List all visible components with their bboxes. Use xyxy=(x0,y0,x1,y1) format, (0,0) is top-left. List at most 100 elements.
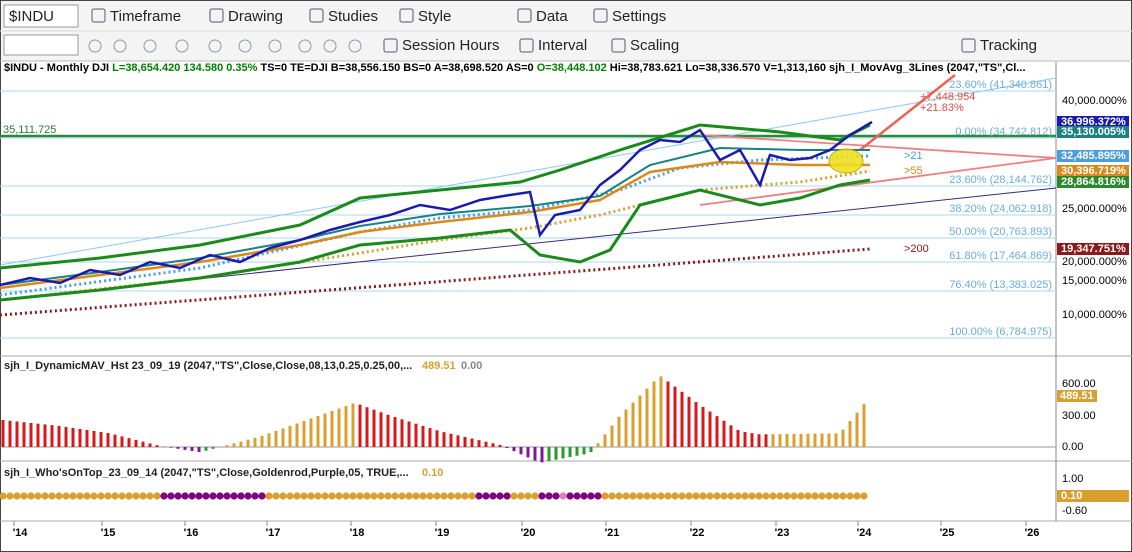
dot xyxy=(307,492,315,500)
hist-bar xyxy=(715,416,719,447)
menu-icon xyxy=(91,8,106,23)
price-badge-label: 19,347.751% xyxy=(1061,243,1126,255)
dot xyxy=(685,492,693,500)
hist-bar xyxy=(764,434,768,447)
dot xyxy=(720,492,728,500)
dot xyxy=(342,492,350,500)
hist-bar xyxy=(596,443,600,447)
panel-value: 0.10 xyxy=(422,467,443,479)
hist-bar xyxy=(92,430,96,447)
tool[interactable]: Scaling xyxy=(630,37,679,54)
hist-bar xyxy=(456,435,460,447)
hist-bar xyxy=(792,433,796,447)
dot xyxy=(216,492,224,500)
menu-icon xyxy=(209,8,224,23)
dot xyxy=(825,492,833,500)
y-tick-label: -0.60 xyxy=(1062,505,1087,517)
dot xyxy=(615,492,623,500)
tool[interactable]: Session Hours xyxy=(402,37,500,54)
gain-pct: +21.83% xyxy=(920,102,964,114)
gain: +7,448.954 xyxy=(920,91,975,103)
dot xyxy=(377,492,385,500)
hist-bar xyxy=(610,425,614,447)
menu[interactable]: Timeframe xyxy=(110,8,181,25)
hist-bar xyxy=(568,447,572,458)
hist-bar xyxy=(106,433,110,447)
dropdown[interactable] xyxy=(3,34,79,56)
hist-bar xyxy=(617,416,621,447)
hist-bar xyxy=(1,420,5,447)
tool[interactable]: Interval xyxy=(538,37,587,54)
hist-bar xyxy=(246,439,250,447)
hist-bar xyxy=(519,447,523,455)
hist-bar xyxy=(484,441,488,447)
hist-bar xyxy=(463,436,467,447)
dot xyxy=(62,492,70,500)
tool-icon xyxy=(611,38,626,53)
symbol-box[interactable] xyxy=(3,4,79,28)
hist-bar xyxy=(505,447,509,449)
hist-bar xyxy=(722,420,726,447)
hist-bar xyxy=(232,443,236,447)
hist-bar xyxy=(855,412,859,447)
hist-bar xyxy=(806,433,810,447)
panel-title: sjh_I_DynamicMAV_Hst 23_09_19 (2047,"TS"… xyxy=(4,360,412,372)
dot xyxy=(48,492,56,500)
dot xyxy=(706,492,714,500)
hist-bar xyxy=(50,425,54,447)
hist-bar xyxy=(778,434,782,447)
menu[interactable]: Settings xyxy=(612,8,666,25)
hist-bar xyxy=(687,396,691,447)
hist-bar xyxy=(673,386,677,447)
x-tick-label: '22 xyxy=(690,527,705,539)
hist-bar xyxy=(680,391,684,447)
dot xyxy=(818,492,826,500)
hist-bar xyxy=(827,433,831,447)
trend-line xyxy=(0,77,1057,266)
price-badge xyxy=(1057,243,1129,255)
price-badge xyxy=(1057,116,1129,128)
tool[interactable]: Tracking xyxy=(980,37,1037,54)
dot xyxy=(55,492,63,500)
hist-bar xyxy=(407,421,411,447)
x-tick-label: '25 xyxy=(940,527,955,539)
dot xyxy=(573,492,581,500)
menu-icon xyxy=(593,8,608,23)
dot xyxy=(125,492,133,500)
x-tick-label: '21 xyxy=(605,527,620,539)
hist-bar xyxy=(708,411,712,447)
y-tick-label: 1.00 xyxy=(1062,473,1083,485)
dot xyxy=(363,492,371,500)
ma-label: >200 xyxy=(904,243,929,255)
hist-bar xyxy=(330,411,334,447)
dot xyxy=(104,492,112,500)
hist-bar xyxy=(204,447,208,451)
menu[interactable]: Data xyxy=(536,8,568,25)
level-label: 35,111.725 xyxy=(3,124,56,136)
dot xyxy=(132,492,140,500)
fib-label: 23.60% (41,340.861) xyxy=(949,79,1052,91)
hist-bar xyxy=(666,381,670,447)
dot xyxy=(545,492,553,500)
hist-bar xyxy=(351,403,355,447)
y-tick-label: 300.00 xyxy=(1062,410,1096,422)
hist-bar xyxy=(267,433,271,447)
symbol[interactable]: $INDU xyxy=(9,8,54,25)
dot xyxy=(244,492,252,500)
dot xyxy=(783,492,791,500)
menu[interactable]: Studies xyxy=(328,8,378,25)
hist-bar xyxy=(358,404,362,447)
dot xyxy=(769,492,777,500)
dot xyxy=(804,492,812,500)
x-tick-label: '20 xyxy=(521,527,536,539)
hist-bar xyxy=(134,439,138,447)
hist-bar xyxy=(365,407,369,447)
dot xyxy=(314,492,322,500)
menu[interactable]: Style xyxy=(418,8,451,25)
tool-icon xyxy=(348,39,362,53)
dot xyxy=(265,492,273,500)
menu[interactable]: Drawing xyxy=(228,8,283,25)
hist-bar xyxy=(225,445,229,447)
dot xyxy=(20,492,28,500)
band-upper xyxy=(0,123,871,270)
